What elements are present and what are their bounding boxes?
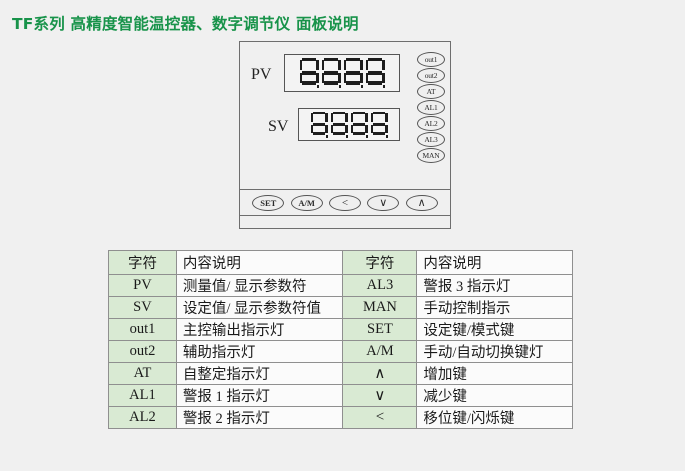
set-key[interactable]: SET [252, 194, 285, 211]
seven-segment-digit [370, 111, 388, 138]
header-description-1: 内容说明 [175, 250, 344, 275]
description-cell: 移位键/闪烁键 [416, 406, 573, 429]
description-cell: 手动/自动切换键灯 [416, 340, 573, 363]
header-symbol-2: 字符 [342, 250, 418, 275]
description-cell: 警报 3 指示灯 [416, 274, 573, 297]
seven-segment-digit [365, 58, 386, 88]
sv-display [298, 108, 400, 141]
indicator-lamp-at: AT [417, 84, 445, 99]
table-row: out2 辅助指示灯 A/M 手动/自动切换键灯 [108, 340, 573, 363]
table-header-row: 字符 内容说明 字符 内容说明 [108, 250, 573, 275]
symbol-cell: ∧ [342, 362, 418, 385]
description-cell: 设定值/ 显示参数符值 [175, 296, 344, 319]
description-cell: 减少键 [416, 384, 573, 407]
symbol-cell: SV [108, 296, 177, 319]
shift-key[interactable]: < [328, 194, 361, 211]
pv-label: PV [251, 66, 272, 83]
seven-segment-digit [299, 58, 320, 88]
indicator-lamp-al2: AL2 [417, 116, 445, 131]
sv-label: SV [268, 118, 289, 135]
seven-segment-digit [330, 111, 348, 138]
symbol-cell: out2 [108, 340, 177, 363]
description-cell: 主控输出指示灯 [175, 318, 344, 341]
table-row: PV 测量值/ 显示参数符 AL3 警报 3 指示灯 [108, 274, 573, 297]
symbol-cell: ∨ [342, 384, 418, 407]
symbol-cell: out1 [108, 318, 177, 341]
symbol-cell: AL1 [108, 384, 177, 407]
description-cell: 设定键/模式键 [416, 318, 573, 341]
symbol-cell: < [342, 406, 418, 429]
description-cell: 自整定指示灯 [175, 362, 344, 385]
table-row: AT 自整定指示灯 ∧ 增加键 [108, 362, 573, 385]
symbol-cell: A/M [342, 340, 418, 363]
symbol-cell: SET [342, 318, 418, 341]
indicator-lamp-man: MAN [417, 148, 445, 163]
symbol-cell: AL2 [108, 406, 177, 429]
legend-table: 字符 内容说明 字符 内容说明 PV 测量值/ 显示参数符 AL3 警报 3 指… [108, 250, 573, 429]
seven-segment-digit [343, 58, 364, 88]
description-cell: 测量值/ 显示参数符 [175, 274, 344, 297]
indicator-lamp-al3: AL3 [417, 132, 445, 147]
description-cell: 辅助指示灯 [175, 340, 344, 363]
controller-display-area: PV SV out1 out2 AT AL1 AL2 AL3 MAN [240, 42, 450, 190]
symbol-cell: PV [108, 274, 177, 297]
controller-panel: PV SV out1 out2 AT AL1 AL2 AL3 MAN SET A… [239, 41, 451, 229]
description-cell: 手动控制指示 [416, 296, 573, 319]
decrease-key[interactable]: ∨ [367, 194, 400, 211]
indicator-lamp-al1: AL1 [417, 100, 445, 115]
symbol-cell: MAN [342, 296, 418, 319]
seven-segment-digit [321, 58, 342, 88]
indicator-lamp-out2: out2 [417, 68, 445, 83]
symbol-cell: AT [108, 362, 177, 385]
header-description-2: 内容说明 [416, 250, 573, 275]
header-symbol-1: 字符 [108, 250, 177, 275]
pv-display [284, 54, 400, 92]
description-cell: 增加键 [416, 362, 573, 385]
page-title: TF系列 高精度智能温控器、数字调节仪 面板说明 [12, 15, 359, 33]
table-row: AL1 警报 1 指示灯 ∨ 减少键 [108, 384, 573, 407]
table-row: SV 设定值/ 显示参数符值 MAN 手动控制指示 [108, 296, 573, 319]
auto-manual-key[interactable]: A/M [290, 194, 323, 211]
table-row: AL2 警报 2 指示灯 < 移位键/闪烁键 [108, 406, 573, 429]
description-cell: 警报 1 指示灯 [175, 384, 344, 407]
indicator-lamp-out1: out1 [417, 52, 445, 67]
table-row: out1 主控输出指示灯 SET 设定键/模式键 [108, 318, 573, 341]
increase-key[interactable]: ∧ [405, 194, 438, 211]
symbol-cell: AL3 [342, 274, 418, 297]
seven-segment-digit [350, 111, 368, 138]
description-cell: 警报 2 指示灯 [175, 406, 344, 429]
indicator-lamp-column: out1 out2 AT AL1 AL2 AL3 MAN [416, 52, 446, 163]
controller-key-row: SET A/M < ∨ ∧ [240, 190, 450, 216]
seven-segment-digit [310, 111, 328, 138]
controller-bottom-strip [240, 216, 450, 229]
